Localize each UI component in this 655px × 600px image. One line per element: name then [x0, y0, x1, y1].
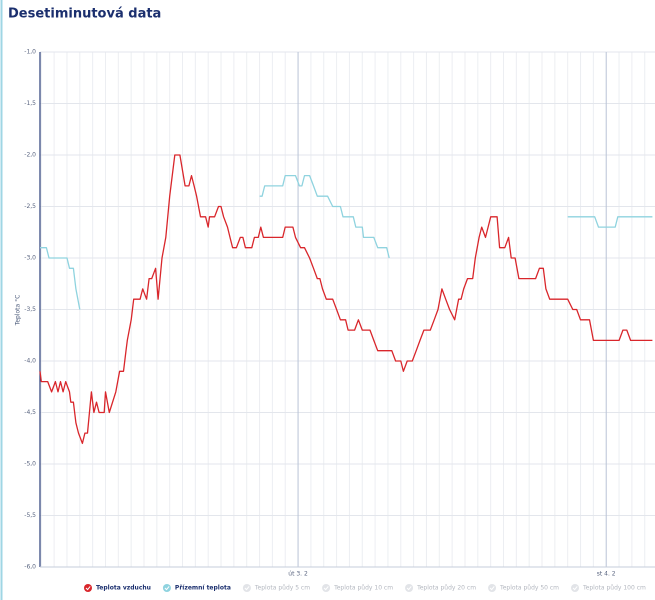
y-tick-label: -2,0	[24, 152, 36, 159]
legend-label: Teplota půdy 50 cm	[499, 585, 559, 592]
y-tick-label: -6,0	[24, 564, 36, 571]
y-tick-label: -4,0	[24, 358, 36, 365]
legend-item[interactable]: Teplota půdy 50 cm	[488, 584, 559, 592]
legend-marker	[242, 584, 251, 592]
legend-marker	[488, 584, 497, 592]
y-tick-label: -3,0	[24, 255, 36, 262]
legend-item[interactable]: Teplota půdy 20 cm	[405, 584, 476, 592]
legend-marker	[162, 584, 171, 592]
legend-check	[164, 586, 170, 591]
y-tick-label: -5,0	[24, 461, 36, 468]
legend-label: Teplota půdy 20 cm	[416, 585, 476, 592]
legend-label: Teplota půdy 5 cm	[254, 585, 310, 592]
legend-marker	[405, 584, 414, 592]
y-tick-label: -2,5	[24, 203, 36, 210]
legend-label: Teplota vzduchu	[96, 585, 151, 592]
y-tick-label: -5,5	[24, 512, 36, 519]
legend-item[interactable]: Teplota půdy 100 cm	[571, 584, 646, 592]
y-tick-label: -4,5	[24, 409, 36, 416]
chart-title: Desetiminutová data	[8, 7, 161, 22]
x-tick-label: st 4. 2	[597, 571, 616, 578]
legend-check	[572, 586, 578, 591]
legend-label: Teplota půdy 100 cm	[582, 585, 646, 592]
legend-label: Přízemní teplota	[175, 585, 231, 592]
legend-marker	[84, 584, 92, 592]
legend-item[interactable]: Teplota vzduchu	[84, 584, 151, 592]
legend-check	[406, 586, 412, 591]
x-tick-label: út 3. 2	[288, 571, 308, 578]
legend-item[interactable]: Teplota půdy 10 cm	[322, 584, 393, 592]
y-tick-label: -3,5	[24, 306, 36, 313]
series-line	[39, 154, 653, 445]
legend-label: Teplota půdy 10 cm	[333, 585, 393, 592]
legend-marker	[571, 584, 580, 592]
y-tick-label: -1,0	[24, 49, 36, 56]
y-tick-label: -1,5	[24, 100, 36, 107]
legend-check	[85, 586, 91, 591]
series-line	[40, 174, 653, 310]
legend-marker	[322, 584, 331, 592]
legend-check	[489, 586, 495, 591]
y-axis-label: Teplota °C	[15, 295, 22, 327]
legend-item[interactable]: Přízemní teplota	[162, 584, 231, 592]
legend-item[interactable]: Teplota půdy 5 cm	[242, 584, 310, 592]
legend-check	[244, 586, 250, 591]
legend-check	[323, 586, 329, 591]
